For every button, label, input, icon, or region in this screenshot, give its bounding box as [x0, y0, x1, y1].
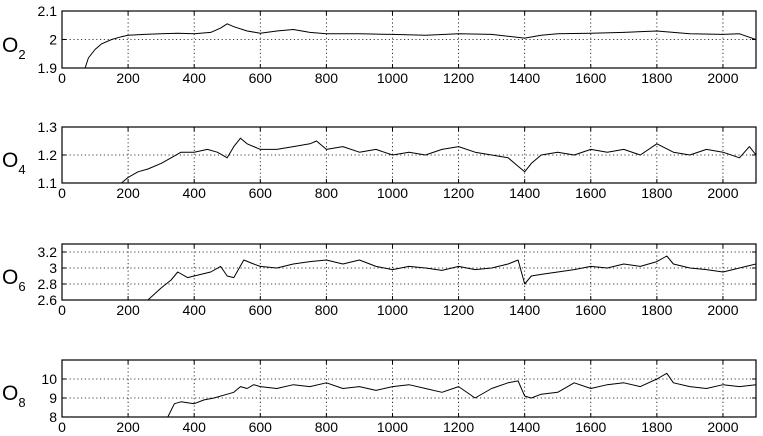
- series-line-1: [147, 255, 756, 300]
- x-tick-label: 1400: [509, 302, 540, 318]
- x-tick-label: 600: [249, 185, 273, 201]
- y-tick-label: 2.8: [38, 276, 58, 292]
- x-tick-label: 1200: [443, 185, 474, 201]
- y-tick-label: 2: [49, 32, 57, 48]
- x-tick-label: 800: [315, 302, 339, 318]
- y-tick-label: 1.9: [38, 60, 58, 76]
- x-tick-label: 1200: [443, 70, 474, 86]
- x-tick-label: 1600: [575, 302, 606, 318]
- x-tick-label: 1600: [575, 70, 606, 86]
- y-tick-label: 9: [49, 390, 57, 406]
- y-tick-label: 8: [49, 409, 57, 425]
- x-tick-label: 1400: [509, 70, 540, 86]
- x-tick-label: 200: [116, 302, 140, 318]
- x-tick-label: 400: [183, 185, 207, 201]
- panel-4: 0 200 400 600 800 1000 1200 1400 1600 1800 2000 8 9 1…: [2, 359, 757, 435]
- y-tick-label: 3: [49, 260, 57, 276]
- x-tick-label: 2000: [707, 70, 738, 86]
- y-axis-label: O6: [2, 266, 26, 294]
- x-tick-label: 600: [249, 70, 273, 86]
- y-tick-label: 1.2: [38, 147, 58, 163]
- y-tick-label: 2.1: [38, 3, 58, 19]
- x-tick-label: 0: [58, 419, 66, 435]
- series-line-1: [84, 23, 756, 68]
- x-tick-label: 1800: [641, 419, 672, 435]
- x-tick-label: 1000: [377, 70, 408, 86]
- x-tick-label: 1800: [641, 70, 672, 86]
- x-tick-label: 2000: [707, 302, 738, 318]
- x-tick-label: 600: [249, 419, 273, 435]
- x-tick-label: 400: [183, 302, 207, 318]
- y-axis-label: O8: [2, 382, 26, 410]
- y-axis-label: O4: [2, 149, 26, 177]
- series-line-1: [167, 372, 756, 417]
- x-tick-label: 1600: [575, 419, 606, 435]
- panel-3: 0 200 400 600 800 1000 1200 1400 1600 1800 2000 2.6…: [2, 243, 757, 318]
- x-tick-label: 1600: [575, 185, 606, 201]
- y-tick-label: 1.1: [38, 175, 58, 191]
- x-tick-label: 200: [116, 185, 140, 201]
- x-tick-label: 0: [58, 302, 66, 318]
- x-tick-label: 400: [183, 70, 207, 86]
- x-tick-label: 400: [183, 419, 207, 435]
- x-tick-label: 200: [116, 70, 140, 86]
- y-tick-label: 3.2: [38, 244, 58, 260]
- axes-frame: [61, 359, 757, 418]
- series-line-1: [121, 137, 756, 183]
- x-tick-label: 800: [315, 419, 339, 435]
- x-tick-label: 1400: [509, 185, 540, 201]
- x-tick-label: 600: [249, 302, 273, 318]
- x-tick-label: 1200: [443, 302, 474, 318]
- x-tick-label: 200: [116, 419, 140, 435]
- x-tick-label: 0: [58, 185, 66, 201]
- x-tick-label: 1200: [443, 419, 474, 435]
- x-tick-label: 1000: [377, 302, 408, 318]
- y-tick-label: 1.3: [38, 119, 58, 135]
- y-axis-label: O2: [2, 34, 26, 62]
- x-tick-label: 1400: [509, 419, 540, 435]
- x-tick-label: 2000: [707, 419, 738, 435]
- x-tick-label: 1000: [377, 419, 408, 435]
- panel-2: 0 200 400 600 800 1000 1200 1400 1600 1800 2000 1.1…: [2, 119, 757, 201]
- panel-1: 0 200 400 600 800 1000 1200 1400 1600 1800 2000 1.9…: [2, 3, 757, 86]
- x-tick-label: 1000: [377, 185, 408, 201]
- y-tick-label: 2.6: [38, 292, 58, 308]
- x-tick-label: 800: [315, 185, 339, 201]
- x-tick-label: 2000: [707, 185, 738, 201]
- y-tick-label: 10: [41, 371, 57, 387]
- x-tick-label: 1800: [641, 302, 672, 318]
- x-tick-label: 800: [315, 70, 339, 86]
- x-tick-label: 0: [58, 70, 66, 86]
- x-tick-label: 1800: [641, 185, 672, 201]
- axes-frame: [61, 243, 757, 301]
